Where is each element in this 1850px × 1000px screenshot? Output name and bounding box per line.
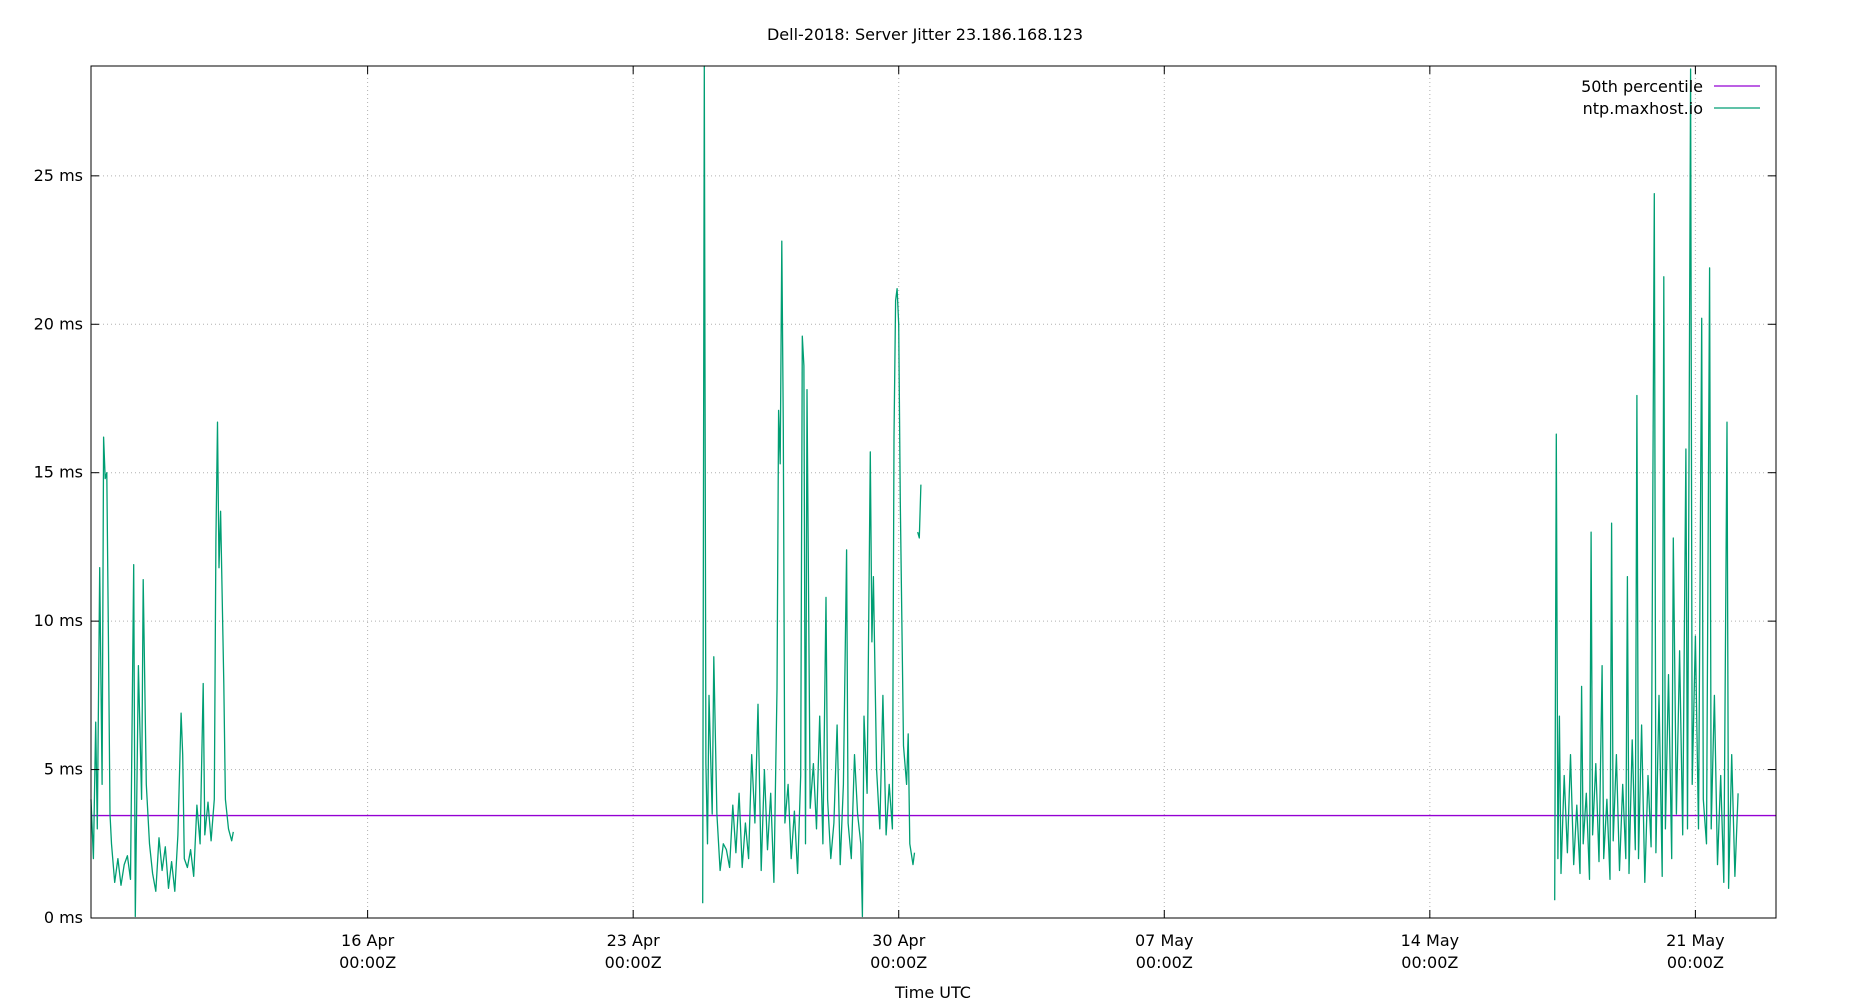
x-axis-label: Time UTC [894,983,971,1000]
jitter-series-line [917,484,922,539]
grid [91,66,1776,918]
x-tick-label-time: 00:00Z [605,953,662,972]
axes: 0 ms 5 ms 10 ms 15 ms 20 ms 25 ms 16 Apr 00:00Z… [34,66,1776,972]
series-layer [90,65,1739,918]
legend: 50th percentile ntp.maxhost.io [1581,77,1760,118]
y-tick-label: 25 ms [34,166,83,185]
x-tick-label-time: 00:00Z [339,953,396,972]
jitter-series-line [90,421,234,918]
x-tick-label-date: 14 May [1401,931,1460,950]
legend-label-median: 50th percentile [1581,77,1703,96]
x-tick-label-date: 23 Apr [607,931,661,950]
x-tick-label-time: 00:00Z [870,953,927,972]
y-tick-label: 15 ms [34,463,83,482]
y-tick-label: 0 ms [44,908,83,927]
plot-frame [90,65,1777,919]
x-tick-label-date: 30 Apr [872,931,926,950]
y-tick-label: 5 ms [44,760,83,779]
jitter-series-line [702,65,916,918]
jitter-series-line [1554,68,1739,901]
y-tick-label: 10 ms [34,611,83,630]
x-tick-label-date: 21 May [1666,931,1725,950]
x-tick-label-date: 07 May [1135,931,1194,950]
x-tick-label-date: 16 Apr [341,931,395,950]
y-tick-label: 20 ms [34,314,83,333]
legend-label-ntp-maxhost: ntp.maxhost.io [1583,99,1703,118]
x-tick-label-time: 00:00Z [1401,953,1458,972]
x-tick-label-time: 00:00Z [1136,953,1193,972]
chart-title: Dell-2018: Server Jitter 23.186.168.123 [767,25,1083,44]
x-tick-label-time: 00:00Z [1667,953,1724,972]
